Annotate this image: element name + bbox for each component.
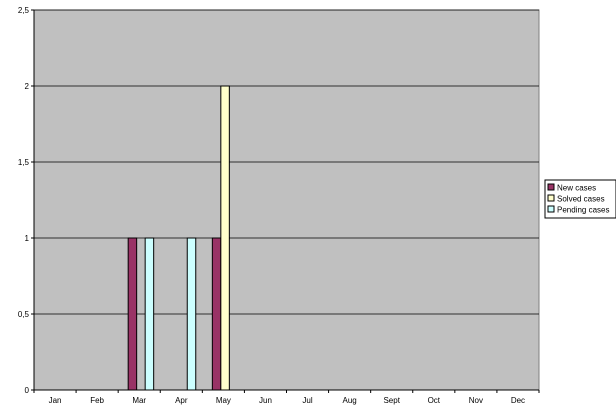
legend-swatch [547,183,555,191]
y-axis-ticks: 0 0,5 1 1,5 2 2,5 [18,6,34,395]
legend: New cases Solved cases Pending cases [544,179,616,219]
x-tick-label: Aug [343,396,357,405]
x-axis-ticks: Jan Feb Mar Apr May Jun Jul Aug Sept Oct Nov Dec [33,390,540,405]
bar [211,237,222,391]
bar [186,237,197,391]
x-tick-label: Sept [383,396,400,405]
x-tick-label: Apr [175,396,188,405]
y-tick-label: 1 [25,234,30,243]
x-tick-label: Oct [428,396,441,405]
legend-label: New cases [557,184,596,193]
legend-label: Pending cases [557,206,609,215]
x-tick-label: Dec [511,396,525,405]
bar [220,85,230,391]
bar [144,237,155,391]
legend-label: Solved cases [557,195,605,204]
plot-area [33,9,540,391]
x-tick-label: Feb [90,396,104,405]
legend-swatch [547,194,555,202]
x-tick-label: Mar [132,396,146,405]
x-tick-label: Nov [469,396,483,405]
y-tick-label: 0 [25,386,30,395]
x-tick-label: Jun [259,396,272,405]
x-tick-label: Jan [49,396,62,405]
y-tick-label: 1,5 [18,158,30,167]
legend-swatch [547,205,555,213]
y-tick-label: 2 [25,82,30,91]
grid-lines [34,9,539,315]
x-tick-label: May [216,396,231,405]
y-tick-label: 0,5 [18,310,30,319]
bar [127,237,138,391]
y-tick-label: 2,5 [18,6,30,15]
x-tick-label: Jul [302,396,312,405]
legend-box [544,179,616,219]
